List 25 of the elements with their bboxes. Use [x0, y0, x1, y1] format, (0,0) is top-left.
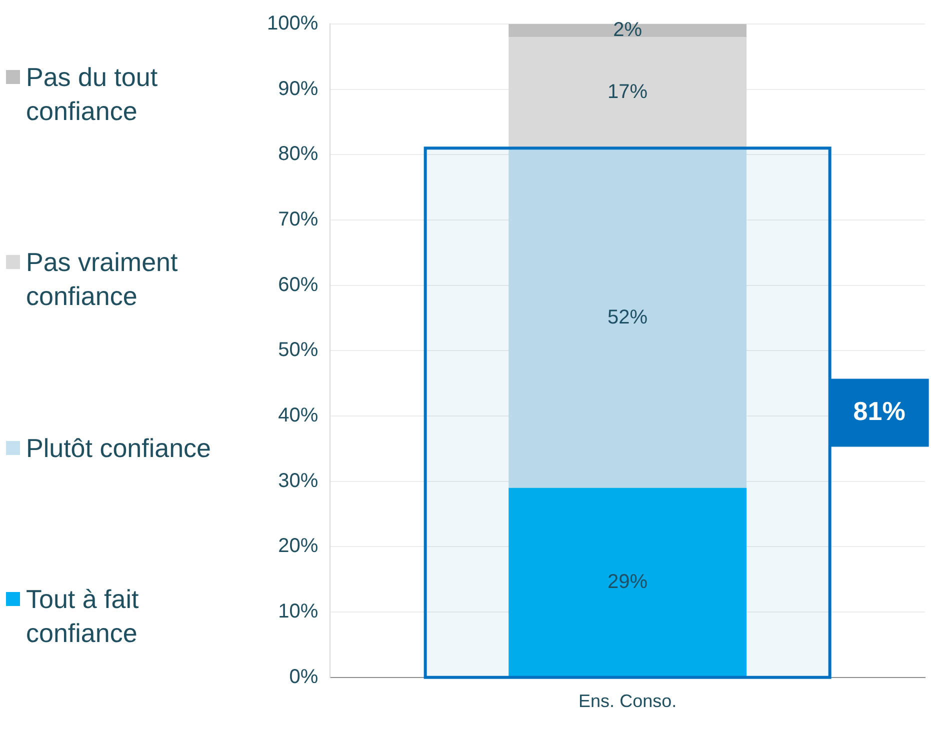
bar	[508, 488, 747, 677]
legend-label: Plutôt confiance	[26, 432, 212, 465]
y-tick-label: 60%	[278, 274, 318, 296]
data-label: 17%	[608, 81, 648, 104]
y-tick-label: 0%	[289, 666, 318, 688]
legend-label: Pas du tout confiance	[26, 61, 159, 128]
legend-label: Pas vraiment confiance	[26, 246, 179, 314]
bar	[508, 148, 747, 488]
legend-label: Tout à fait confiance	[26, 582, 140, 650]
x-tick-label: Ens. Conso.	[578, 691, 677, 712]
y-tick-label: 100%	[266, 12, 318, 35]
y-tick-label: 40%	[278, 404, 318, 427]
data-label: 29%	[608, 570, 648, 593]
y-tick-label: 70%	[278, 208, 318, 231]
y-tick-label: 90%	[278, 78, 318, 100]
y-tick-label: 20%	[278, 535, 318, 558]
data-label: 2%	[613, 19, 642, 42]
data-label: 52%	[608, 306, 648, 329]
y-tick-label: 10%	[278, 600, 318, 623]
y-tick-label: 80%	[278, 143, 318, 166]
bar	[508, 24, 747, 38]
band-label: 81%	[853, 396, 906, 426]
bar	[508, 37, 747, 148]
y-tick-label: 30%	[278, 470, 318, 492]
y-tick-label: 50%	[278, 339, 318, 362]
